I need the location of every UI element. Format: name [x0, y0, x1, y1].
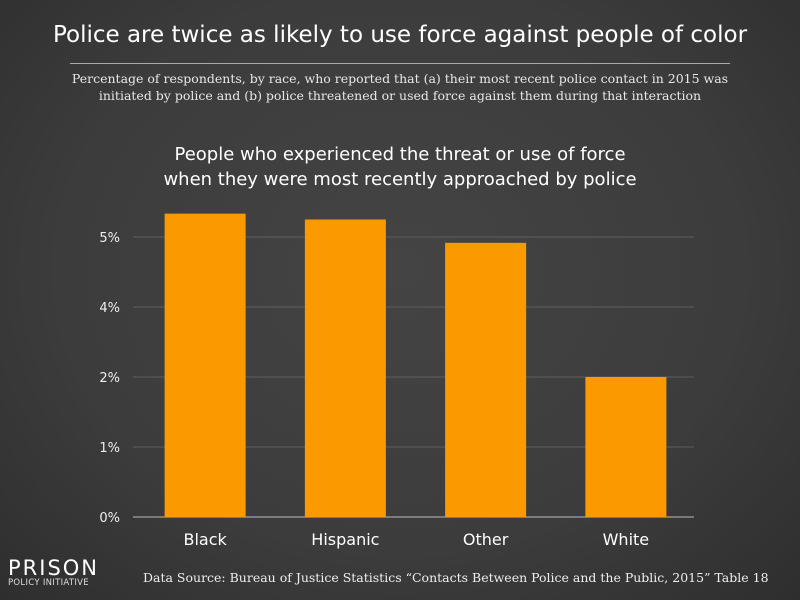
bar-other — [445, 242, 527, 518]
prison-policy-initiative-logo: PRISON POLICY INITIATIVE — [8, 556, 100, 589]
y-tick-label: 1% — [99, 441, 120, 456]
data-source: Data Source: Bureau of Justice Statistic… — [143, 570, 769, 585]
logo-text-main: PRISON — [8, 556, 100, 580]
plot-title-line-2: when they were most recently approached … — [163, 169, 637, 190]
bar-hispanic — [304, 219, 386, 517]
y-tick-label: 4% — [99, 301, 120, 316]
plot-title: People who experienced the threat or use… — [0, 142, 800, 192]
y-tick-label: 0% — [99, 511, 120, 526]
x-tick-label: Hispanic — [311, 530, 379, 549]
bar-white — [585, 377, 667, 517]
subtitle-line-2: initiated by police and (b) police threa… — [98, 88, 702, 103]
x-tick-label: White — [603, 530, 650, 549]
chart-title: Police are twice as likely to use force … — [52, 22, 748, 48]
y-tick-label: 2% — [99, 371, 120, 386]
logo-text-sub: POLICY INITIATIVE — [8, 578, 89, 588]
x-tick-label: Black — [183, 530, 227, 549]
y-tick-label: 5% — [99, 231, 120, 246]
x-tick-label: Other — [463, 530, 509, 549]
subtitle-line-1: Percentage of respondents, by race, who … — [71, 71, 729, 86]
title-divider — [70, 63, 730, 64]
plot-title-line-1: People who experienced the threat or use… — [174, 144, 626, 165]
bar-black — [164, 213, 246, 517]
chart-subtitle: Percentage of respondents, by race, who … — [60, 70, 740, 104]
